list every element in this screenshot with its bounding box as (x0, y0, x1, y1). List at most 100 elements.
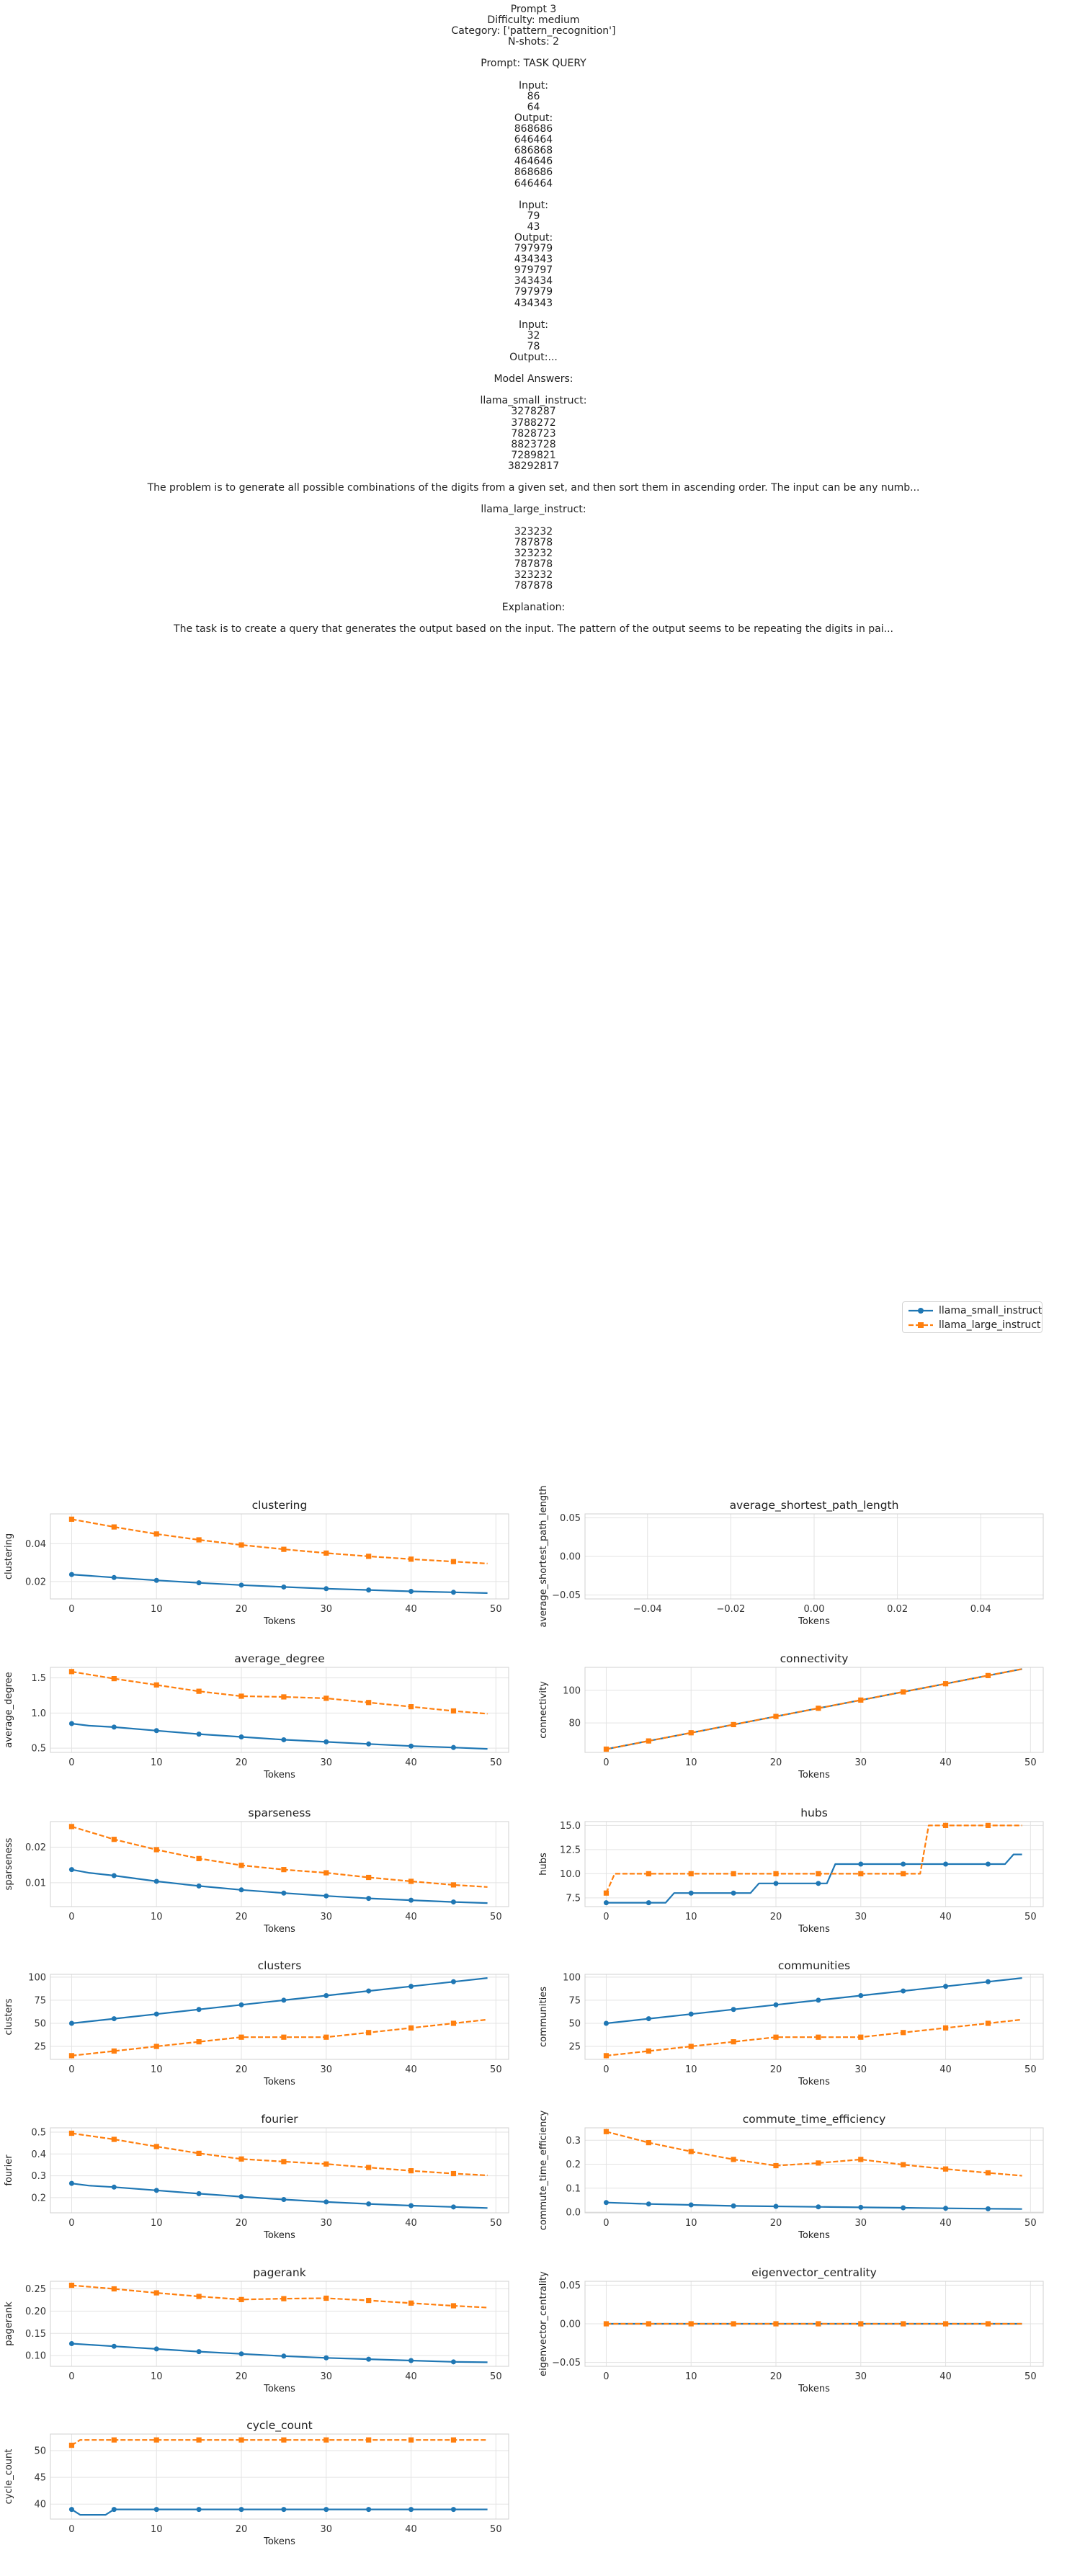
series-line-1 (71, 2439, 488, 2446)
x-tick-label: 30 (855, 1757, 867, 1768)
prompt-line: 686868 (514, 145, 553, 157)
series-point-0 (323, 2355, 329, 2361)
x-tick-label: 0.04 (970, 1604, 991, 1615)
series-point-1 (450, 1708, 457, 1714)
series-point-1 (901, 2321, 906, 2327)
series-point-0 (196, 2507, 202, 2513)
plot-frame (584, 1821, 1044, 1907)
series-point-0 (366, 1988, 372, 1994)
x-tick-label: 20 (236, 1912, 248, 1922)
series-point-1 (238, 1863, 244, 1868)
x-tick-label: 0 (603, 2064, 609, 2075)
chart-panel-connectivity: 0 10 20 30 40 50 80 100 connectivity Tokens connec… (538, 1652, 1044, 1781)
series-point-1 (238, 2034, 244, 2040)
prompt-line: 323232 (514, 547, 553, 559)
series-point-0 (68, 2340, 74, 2346)
series-point-0 (943, 2206, 949, 2211)
x-tick-label: 40 (405, 2524, 417, 2535)
series-point-1 (196, 2039, 202, 2045)
series-point-1 (985, 2170, 991, 2176)
plot-frame (584, 1513, 1044, 1600)
y-axis-label: communities (538, 1987, 549, 2047)
series-line-0 (71, 1722, 488, 1750)
x-tick-label: 40 (405, 2371, 417, 2382)
y-axis-label: hubs (538, 1853, 549, 1876)
series-point-0 (603, 1900, 609, 1906)
series-point-0 (111, 2343, 117, 2349)
series-point-1 (985, 1822, 991, 1828)
plot-frame (584, 2127, 1044, 2214)
series-point-0 (153, 1728, 159, 1734)
chart-legend: llama_small_instruct llama_large_instruc… (902, 1301, 1043, 1333)
series-point-0 (450, 1979, 456, 1984)
series-point-1 (196, 2150, 202, 2156)
series-point-0 (816, 1997, 821, 2003)
series-point-0 (688, 2011, 694, 2017)
chart-panel-cycle_count: 0 10 20 30 40 50 40 45 50 cycle_count Tokens cycle_… (4, 2419, 509, 2547)
series-point-0 (773, 2002, 779, 2007)
chart-panel-pagerank: 0 10 20 30 40 50 0.10 0.15 0.20 0.25 pagerank Token… (4, 2266, 509, 2394)
series-point-0 (196, 2007, 202, 2013)
y-axis-label: cycle_count (4, 2449, 14, 2505)
chart-title: sparseness (249, 1806, 311, 1819)
series-point-0 (153, 2011, 159, 2017)
series-point-0 (68, 2020, 74, 2026)
series-point-1 (858, 2157, 864, 2162)
prompt-line: 79 (527, 210, 540, 222)
chart-panel-commute_time_efficiency: 0 10 20 30 40 50 0.0 0.1 0.2 0.3 commute_time_effi… (538, 2110, 1044, 2241)
chart-title: cycle_count (246, 2419, 313, 2433)
series-point-1 (688, 1871, 694, 1877)
x-tick-label: 30 (321, 2064, 333, 2075)
series-point-1 (323, 1550, 329, 1556)
x-tick-label: 0 (68, 2524, 74, 2535)
series-point-1 (773, 2162, 779, 2169)
series-point-1 (816, 1871, 821, 1877)
series-point-0 (773, 1881, 779, 1886)
y-axis-label: connectivity (538, 1681, 549, 1739)
series-point-0 (450, 1744, 456, 1750)
chart-panel-average_degree: 0 10 20 30 40 50 0.5 1.0 1.5 average_degree Tokens… (4, 1652, 509, 1781)
x-tick-label: 10 (151, 1757, 163, 1768)
series-point-1 (901, 1689, 906, 1695)
x-tick-label: 50 (1024, 2371, 1037, 2382)
series-point-0 (646, 1900, 651, 1906)
series-point-1 (942, 1681, 949, 1687)
series-point-1 (323, 2034, 329, 2040)
x-tick-label: 0 (68, 2064, 74, 2075)
plot-frame (584, 1667, 1044, 1753)
prompt-line: Input: (519, 79, 548, 92)
series-point-0 (281, 1737, 287, 1742)
series-point-1 (111, 2437, 117, 2443)
series-point-1 (408, 1878, 414, 1884)
series-point-1 (281, 1867, 287, 1873)
series-point-0 (238, 2351, 244, 2357)
prompt-line: Category: ['pattern_recognition'] (451, 25, 616, 37)
series-point-1 (68, 2053, 75, 2059)
series-point-1 (323, 2161, 329, 2167)
prompt-line: Output:... (509, 352, 558, 363)
prompt-line: 434343 (514, 254, 553, 266)
x-axis-label: Tokens (798, 1924, 830, 1935)
prompt-line: Output: (514, 112, 553, 124)
series-point-0 (323, 2199, 329, 2205)
series-point-0 (646, 2201, 651, 2207)
y-tick-label: 0.2 (31, 2193, 46, 2203)
series-point-1 (646, 2321, 651, 2327)
series-point-0 (153, 2188, 159, 2193)
series-line-0 (71, 2183, 488, 2209)
chart-panel-hubs: 0 10 20 30 40 50 7.5 10.0 12.5 15.0 hubs Tokens hubs (538, 1806, 1044, 1935)
x-tick-label: 0 (68, 1604, 74, 1615)
series-point-1 (153, 2044, 159, 2049)
x-tick-label: 20 (236, 2371, 248, 2382)
series-line-1 (606, 2131, 1022, 2177)
legend-label-small: llama_small_instruct (939, 1305, 1043, 1316)
series-point-1 (985, 2321, 991, 2327)
series-point-0 (409, 2203, 414, 2209)
legend-label-large: llama_large_instruct (939, 1319, 1041, 1331)
series-point-0 (281, 1890, 287, 1896)
series-point-0 (196, 1883, 202, 1889)
series-point-0 (731, 2007, 736, 2013)
series-point-1 (281, 1694, 287, 1700)
series-point-0 (409, 1984, 414, 1989)
